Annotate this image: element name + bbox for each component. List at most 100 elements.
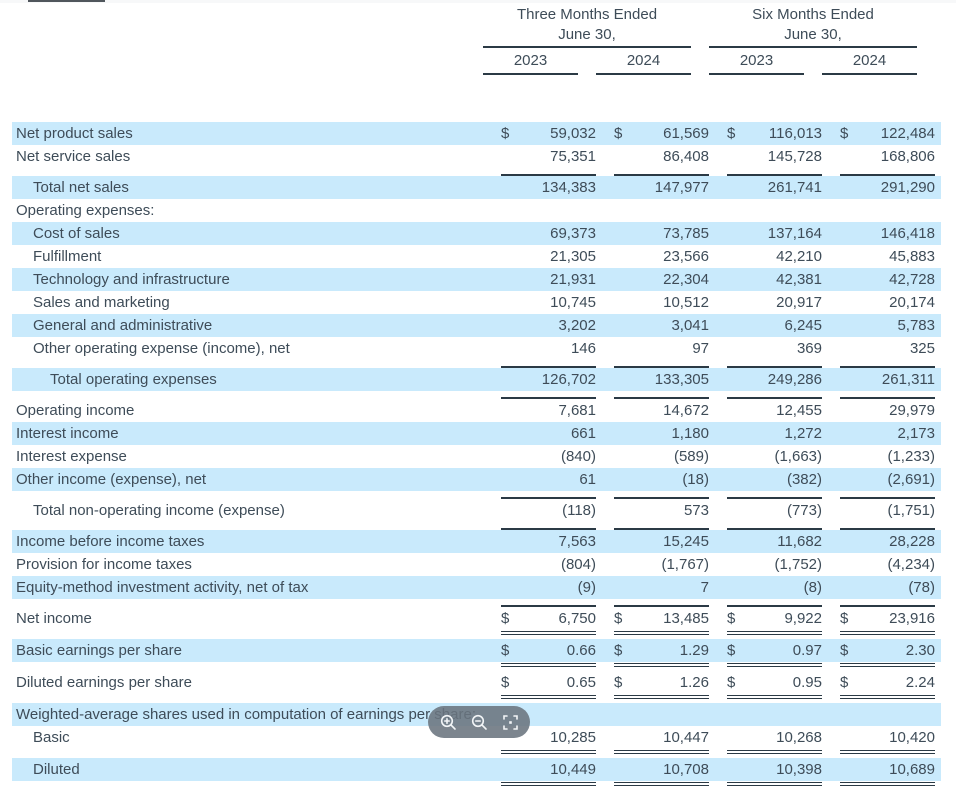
- rule-segment: [840, 360, 935, 368]
- zoom-in-button[interactable]: [437, 711, 459, 733]
- cell-value: 23,566: [663, 248, 709, 265]
- rule-segment: [614, 168, 709, 176]
- cell-value: 1.29: [679, 642, 709, 659]
- cell-value: 10,512: [663, 294, 709, 311]
- rule-segment: [501, 781, 596, 790]
- cell-value: 45,883: [889, 248, 935, 265]
- cell-value: 23,916: [889, 610, 935, 627]
- value-cell: $61,569: [614, 122, 709, 145]
- rule-segment: [840, 662, 935, 671]
- fit-to-width-icon: [502, 714, 518, 730]
- cell-value: 69,373: [550, 225, 596, 242]
- header-gap: [691, 5, 709, 75]
- rule-segment: [501, 360, 596, 368]
- value-cell: 145,728: [727, 145, 822, 168]
- cell-value: 10,285: [550, 729, 596, 746]
- value-cell: 146: [501, 337, 596, 360]
- row-label: Sales and marketing: [33, 294, 170, 311]
- row-label: Total operating expenses: [50, 371, 217, 388]
- rule-row: [12, 599, 941, 607]
- cell-value: 10,447: [663, 729, 709, 746]
- value-cell: (804): [501, 553, 596, 576]
- row-label: Operating expenses:: [16, 202, 155, 219]
- cell-value: 3,041: [671, 317, 709, 334]
- table-header: Three Months Ended June 30, 2023 2024 Si…: [12, 2, 941, 75]
- value-cell: $0.97: [727, 639, 822, 662]
- value-cell: (8): [727, 576, 822, 599]
- rule-segment: [840, 491, 935, 499]
- rule-row: [12, 781, 941, 790]
- value-cell: (1,752): [727, 553, 822, 576]
- value-cell: 42,728: [840, 268, 935, 291]
- cell-value: 12,455: [776, 402, 822, 419]
- zoom-out-button[interactable]: [468, 711, 490, 733]
- table-row: Operating income 7,681 14,672 12,455 29,979: [12, 399, 941, 422]
- value-cell: 7,681: [501, 399, 596, 422]
- value-cell: (1,233): [840, 445, 935, 468]
- fit-to-width-button[interactable]: [499, 711, 521, 733]
- cell-value: 75,351: [550, 148, 596, 165]
- value-cell: 10,447: [614, 726, 709, 749]
- cell-value: [614, 703, 709, 726]
- value-cell: [840, 199, 935, 222]
- cell-value: 10,420: [889, 729, 935, 746]
- value-cell: 14,672: [614, 399, 709, 422]
- cell-value: 20,917: [776, 294, 822, 311]
- value-cell: 291,290: [840, 176, 935, 199]
- table-row: Provision for income taxes (804) (1,767) (1…: [12, 553, 941, 576]
- table-row: Equity-method investment activity, net o…: [12, 576, 941, 599]
- cell-value: 42,381: [776, 271, 822, 288]
- row-label: Diluted: [33, 761, 80, 778]
- cell-value: 10,398: [776, 761, 822, 778]
- cell-value: 1,272: [784, 425, 822, 442]
- cell-value: (78): [908, 579, 935, 596]
- value-cell: 69,373: [501, 222, 596, 245]
- value-cell: 29,979: [840, 399, 935, 422]
- header-spacer: [12, 5, 483, 75]
- rule-segment: [614, 630, 709, 639]
- value-cell: 5,783: [840, 314, 935, 337]
- value-cell: $23,916: [840, 607, 935, 630]
- row-label: Equity-method investment activity, net o…: [16, 579, 309, 596]
- cell-value: 21,931: [550, 271, 596, 288]
- currency-symbol: $: [614, 674, 623, 691]
- cell-value: 1.26: [679, 674, 709, 691]
- rule-row: [12, 168, 941, 176]
- rule-segment: [727, 630, 822, 639]
- cell-value: 116,013: [768, 125, 822, 142]
- period-date: June 30,: [709, 25, 917, 48]
- currency-symbol: $: [614, 642, 623, 659]
- rule-segment: [614, 522, 709, 530]
- rule-segment: [501, 391, 596, 399]
- cell-value: 168,806: [880, 148, 935, 165]
- value-cell: $59,032: [501, 122, 596, 145]
- value-cell: 3,041: [614, 314, 709, 337]
- top-edge-strip: [0, 0, 956, 3]
- row-label: Net product sales: [16, 125, 133, 142]
- year-column-header: 2023: [709, 51, 804, 75]
- cell-value: (773): [786, 502, 822, 519]
- rule-row: [12, 630, 941, 639]
- rule-segment: [727, 662, 822, 671]
- table-row: Fulfillment 21,305 23,566 42,210 45,883: [12, 245, 941, 268]
- table-row: Sales and marketing 10,745 10,512 20,917 20,…: [12, 291, 941, 314]
- cell-value: 2.24: [905, 674, 935, 691]
- rule-segment: [501, 630, 596, 639]
- value-cell: 42,381: [727, 268, 822, 291]
- cell-value: 369: [796, 340, 822, 357]
- cell-value: 86,408: [663, 148, 709, 165]
- header-group-six-months: Six Months Ended June 30, 2023 2024: [709, 5, 917, 75]
- row-label: Net service sales: [16, 148, 131, 165]
- currency-symbol: $: [727, 610, 736, 627]
- rule-segment: [727, 491, 822, 499]
- row-label: General and administrative: [33, 317, 213, 334]
- rule-segment: [727, 522, 822, 530]
- cell-value: 261,311: [881, 371, 935, 388]
- value-cell: 2,173: [840, 422, 935, 445]
- cell-value: 325: [909, 340, 935, 357]
- currency-symbol: $: [501, 125, 510, 142]
- row-label: Total net sales: [33, 179, 129, 196]
- cell-value: (4,234): [887, 556, 935, 573]
- row-label: Interest income: [16, 425, 119, 442]
- row-label: Weighted-average shares used in computat…: [16, 706, 476, 723]
